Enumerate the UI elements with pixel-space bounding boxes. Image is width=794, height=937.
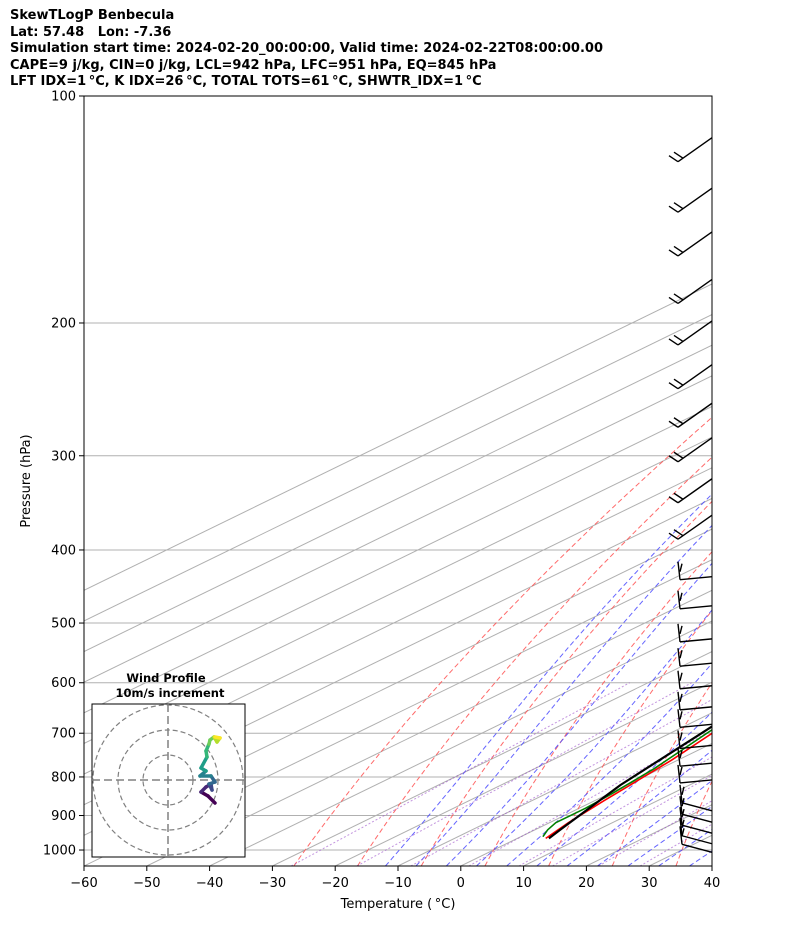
y-tick-label: 400 [51, 543, 76, 558]
wind-barb [679, 817, 713, 845]
x-tick-label: 20 [578, 876, 595, 891]
x-tick-label: −40 [196, 876, 223, 891]
wind-barb [668, 437, 713, 463]
isotherm-gridline [775, 96, 794, 866]
isotherm-gridline [84, 314, 712, 622]
isotherm-gridline [397, 712, 712, 866]
isotherm-gridline [84, 405, 712, 714]
isotherm-gridline [84, 559, 712, 866]
stability-indices-2: LFT IDX=1 °C, K IDX=26 °C, TOTAL TOTS=61… [10, 74, 482, 89]
hodograph: Wind Profile 10m/s increment [91, 671, 246, 858]
moist-adiabat [597, 780, 712, 866]
wind-barb [677, 561, 713, 581]
hodograph-trace [213, 735, 222, 740]
y-tick-label: 100 [51, 90, 76, 105]
hodograph-subtitle: 10m/s increment [116, 686, 225, 700]
simulation-time: Simulation start time: 2024-02-20_00:00:… [10, 41, 603, 56]
isotherm-gridline [146, 589, 712, 866]
lat-lon: Lat: 57.48 Lon: -7.36 [10, 24, 172, 40]
x-tick-label: −60 [70, 876, 97, 891]
x-tick-label: −50 [133, 876, 160, 891]
x-axis-ticks: −60 −50 −40 −30 −20 −10 0 10 20 30 40 [70, 866, 720, 891]
dry-adiabat [293, 416, 712, 866]
hodograph-trace [199, 755, 209, 770]
x-tick-label: −30 [259, 876, 286, 891]
x-tick-label: 40 [704, 876, 721, 891]
x-tick-label: 30 [641, 876, 658, 891]
isotherm-gridline [272, 651, 712, 866]
y-tick-label: 700 [51, 727, 76, 742]
dry-adiabat [484, 551, 712, 866]
mixing-ratio-line [356, 682, 692, 866]
y-tick-label: 1000 [43, 844, 76, 859]
isotherm-gridline [84, 344, 712, 653]
wind-barb [668, 278, 713, 305]
wind-barb [668, 402, 713, 428]
wind-barb [677, 590, 713, 610]
wind-barb [668, 320, 713, 346]
y-tick-label: 900 [51, 809, 76, 824]
wind-barb [668, 187, 713, 213]
y-tick-label: 300 [51, 449, 76, 464]
dry-adiabat [420, 500, 712, 866]
stability-indices-1: CAPE=9 j/kg, CIN=0 j/kg, LCL=942 hPa, LF… [10, 57, 497, 73]
profile-lines [542, 725, 712, 840]
wind-barb [679, 796, 713, 823]
mixing-ratio-line [468, 729, 712, 866]
dry-adiabat [740, 96, 794, 866]
wind-barb [677, 764, 713, 784]
x-tick-label: 10 [515, 876, 532, 891]
moist-adiabat [536, 711, 712, 866]
moist-adiabat [385, 493, 712, 866]
wind-barb [677, 670, 713, 690]
wind-barb [668, 478, 713, 504]
isotherm-gridline [84, 528, 712, 836]
wind-barb [668, 514, 713, 540]
wind-barb [668, 364, 713, 390]
station-title: SkewTLogP Benbecula [10, 8, 175, 23]
y-tick-label: 800 [51, 770, 76, 785]
wind-barb [679, 784, 713, 812]
isotherm-gridline [334, 681, 712, 866]
dry-adiabat [357, 456, 712, 866]
chart-header: SkewTLogP Benbecula Lat: 57.48 Lon: -7.36… [10, 8, 603, 91]
parcel-line [548, 725, 712, 840]
y-axis-ticks: 100 200 300 400 500 600 700 800 900 1000 [43, 90, 84, 859]
dry-adiabat [611, 681, 712, 866]
isotherm-gridline [209, 620, 712, 866]
x-tick-label: 0 [457, 876, 465, 891]
wind-barbs [668, 137, 713, 854]
x-tick-label: −10 [384, 876, 411, 891]
mixing-ratio-line [598, 800, 712, 866]
x-tick-label: −20 [321, 876, 348, 891]
isotherm-gridline [84, 375, 712, 683]
x-axis-label: Temperature ( °C) [340, 897, 456, 912]
dry-adiabat [675, 780, 712, 866]
mixing-ratio-line [552, 774, 712, 866]
mixing-ratio-line [290, 682, 630, 866]
wind-barb [677, 648, 713, 667]
isotherm-gridline [84, 283, 712, 591]
moist-adiabat [415, 524, 712, 866]
hodograph-title: Wind Profile [126, 671, 206, 685]
moist-adiabat [627, 805, 712, 866]
y-tick-label: 600 [51, 676, 76, 691]
moist-adiabat [506, 662, 712, 866]
wind-barb [677, 748, 713, 767]
wind-barb [679, 807, 713, 834]
wind-barb [677, 623, 713, 643]
y-tick-label: 500 [51, 617, 76, 632]
mixing-ratio-line [518, 756, 712, 866]
wind-barb [668, 137, 713, 163]
wind-barb [677, 730, 713, 750]
y-axis-label: Pressure (hPa) [19, 434, 34, 527]
temperature-line [545, 732, 712, 840]
wind-barb [668, 231, 713, 257]
wind-barb [677, 709, 713, 729]
y-tick-label: 200 [51, 316, 76, 331]
wind-barb [677, 691, 713, 711]
moist-adiabat [445, 562, 712, 866]
isotherm-gridline [711, 865, 712, 866]
